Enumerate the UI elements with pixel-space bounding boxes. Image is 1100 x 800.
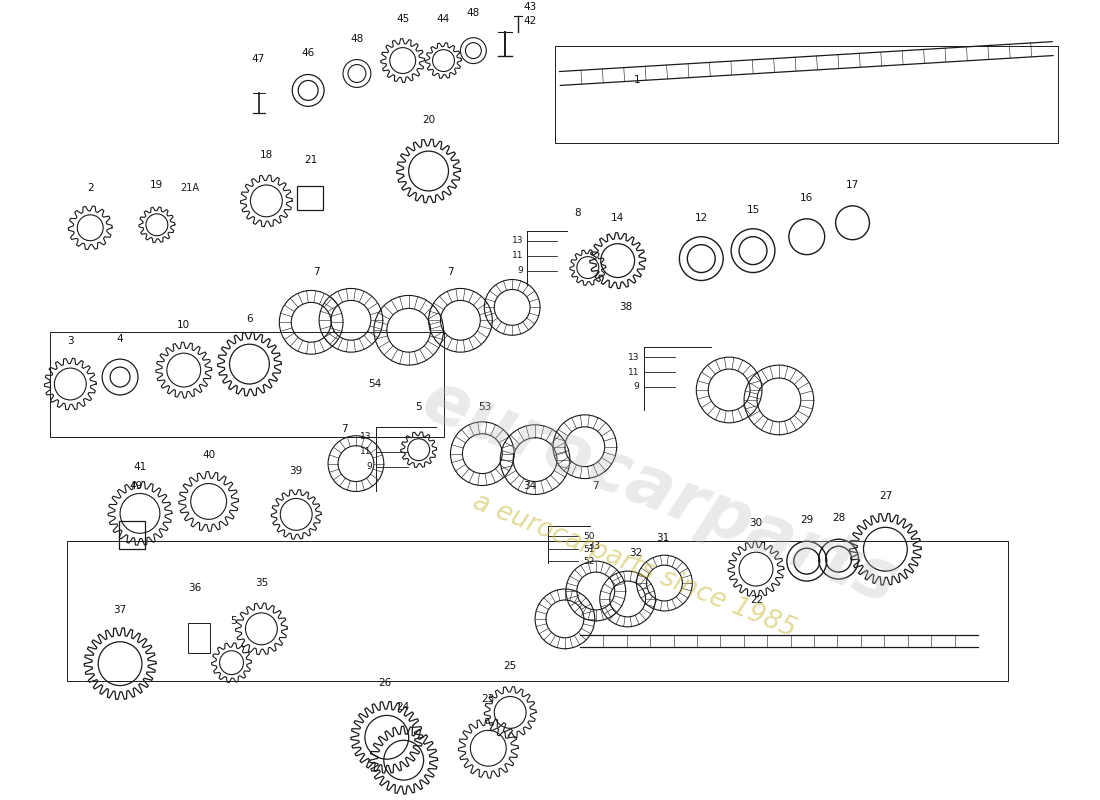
Text: 47: 47 <box>252 54 265 63</box>
Text: 22: 22 <box>750 595 763 605</box>
Text: 4: 4 <box>117 334 123 344</box>
Text: 35: 35 <box>255 578 268 588</box>
Bar <box>556 46 1057 143</box>
Text: 13: 13 <box>361 432 372 442</box>
Text: 24: 24 <box>396 702 409 713</box>
Text: 5: 5 <box>416 402 422 412</box>
Text: 12: 12 <box>694 213 708 222</box>
Text: 28: 28 <box>832 514 845 523</box>
Text: 43: 43 <box>524 2 537 12</box>
Text: 11: 11 <box>512 251 524 260</box>
Text: 30: 30 <box>749 518 762 528</box>
Text: 34: 34 <box>524 482 537 491</box>
Text: 54: 54 <box>368 379 382 389</box>
Text: 29: 29 <box>800 515 813 526</box>
Bar <box>67 542 1008 681</box>
Bar <box>297 186 323 210</box>
Text: 51: 51 <box>583 545 594 554</box>
Text: 15: 15 <box>747 205 760 215</box>
Text: 2: 2 <box>87 183 94 193</box>
Text: 20: 20 <box>422 115 436 126</box>
Bar <box>51 332 443 437</box>
Text: 13: 13 <box>628 353 639 362</box>
Text: 53: 53 <box>477 402 491 412</box>
Text: 39: 39 <box>289 466 302 475</box>
Text: 7: 7 <box>593 482 600 491</box>
Text: 48: 48 <box>350 34 364 44</box>
Bar <box>188 623 210 653</box>
Text: 45: 45 <box>396 14 409 24</box>
Text: 33: 33 <box>587 542 601 551</box>
Text: 23: 23 <box>482 694 495 705</box>
Text: 6: 6 <box>246 314 253 324</box>
Text: 25: 25 <box>504 661 517 670</box>
Text: 7: 7 <box>312 266 319 277</box>
Text: 3: 3 <box>67 336 74 346</box>
Text: 41: 41 <box>133 462 146 471</box>
Text: 21A: 21A <box>180 183 199 193</box>
Text: 5: 5 <box>230 616 236 626</box>
Text: 19: 19 <box>151 180 164 190</box>
Text: 17: 17 <box>846 180 859 190</box>
Text: 11: 11 <box>361 447 372 456</box>
Text: 27: 27 <box>879 491 892 502</box>
Text: 8: 8 <box>574 208 581 218</box>
Text: 1: 1 <box>635 75 641 86</box>
Text: 40: 40 <box>202 450 216 460</box>
Text: 9: 9 <box>517 266 524 275</box>
Text: 10: 10 <box>177 320 190 330</box>
Text: 7: 7 <box>341 424 348 434</box>
Text: 37: 37 <box>113 605 127 615</box>
Text: eurocarparts: eurocarparts <box>412 366 906 618</box>
Text: 13: 13 <box>512 236 524 245</box>
Text: 44: 44 <box>437 14 450 24</box>
Text: 11: 11 <box>628 367 639 377</box>
Text: 50: 50 <box>583 532 594 541</box>
Text: 38: 38 <box>619 302 632 312</box>
Text: 16: 16 <box>800 193 813 203</box>
Text: 32: 32 <box>629 548 642 558</box>
Text: 14: 14 <box>610 213 625 222</box>
Text: 21: 21 <box>305 155 318 165</box>
Bar <box>119 522 145 550</box>
Text: a eurocarparts since 1985: a eurocarparts since 1985 <box>470 490 800 643</box>
Text: 46: 46 <box>301 47 315 58</box>
Text: 52: 52 <box>583 557 594 566</box>
Text: 18: 18 <box>260 150 273 160</box>
Text: 31: 31 <box>656 534 669 543</box>
Text: 36: 36 <box>188 583 201 593</box>
Text: 42: 42 <box>524 16 537 26</box>
Text: 9: 9 <box>366 462 372 471</box>
Text: 26: 26 <box>378 678 392 687</box>
Text: 7: 7 <box>448 266 454 277</box>
Text: 48: 48 <box>466 8 480 18</box>
Text: 49: 49 <box>130 482 143 491</box>
Text: 9: 9 <box>634 382 639 391</box>
